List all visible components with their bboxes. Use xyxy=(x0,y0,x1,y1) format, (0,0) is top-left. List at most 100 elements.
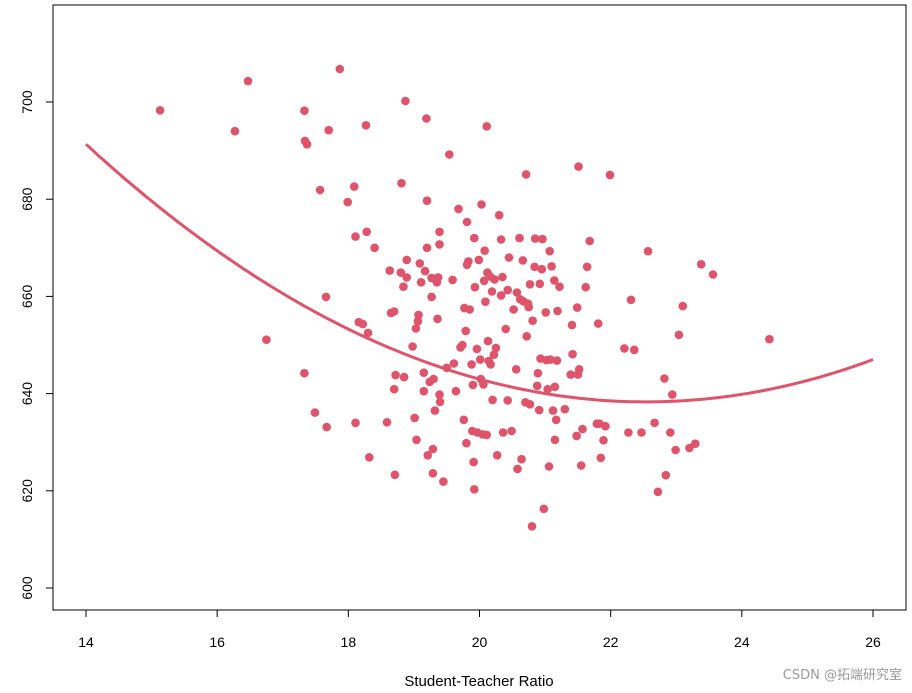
data-point xyxy=(479,276,489,286)
data-point xyxy=(435,390,444,399)
data-point xyxy=(351,232,360,241)
data-point xyxy=(427,292,436,302)
data-point xyxy=(351,418,360,428)
data-point xyxy=(668,390,677,399)
data-point xyxy=(445,150,454,159)
data-point xyxy=(661,470,671,480)
data-point xyxy=(660,374,669,383)
data-point xyxy=(507,426,516,436)
data-point xyxy=(637,428,646,437)
data-point xyxy=(576,461,586,470)
data-point xyxy=(430,406,440,415)
data-point xyxy=(560,404,570,414)
data-point xyxy=(513,464,522,474)
data-point xyxy=(489,350,499,360)
data-point xyxy=(435,240,444,249)
data-point xyxy=(477,200,486,209)
data-point xyxy=(581,282,590,292)
data-point xyxy=(503,285,512,295)
data-point xyxy=(428,469,438,478)
data-point xyxy=(410,413,419,423)
data-point xyxy=(527,522,537,531)
data-point xyxy=(534,405,544,415)
x-axis: 14 16 18 20 22 24 26 xyxy=(78,609,881,650)
data-point xyxy=(498,428,508,437)
data-point xyxy=(533,368,543,378)
data-point xyxy=(448,275,457,285)
data-point xyxy=(555,282,564,292)
data-point xyxy=(678,301,688,311)
data-point xyxy=(599,436,608,445)
data-point xyxy=(451,386,461,396)
y-tick-label: 600 xyxy=(19,576,35,600)
data-point xyxy=(538,234,547,244)
points-layer xyxy=(155,64,774,531)
data-point xyxy=(482,122,492,131)
data-point xyxy=(465,305,475,314)
data-point xyxy=(475,355,485,364)
y-tick-label: 700 xyxy=(19,90,35,114)
data-point xyxy=(528,316,537,326)
data-point xyxy=(422,114,431,123)
data-point xyxy=(482,430,492,440)
data-point xyxy=(567,320,577,330)
data-point xyxy=(365,453,374,462)
data-point xyxy=(568,349,577,359)
data-point xyxy=(454,204,463,214)
data-point xyxy=(620,344,629,353)
data-point xyxy=(420,266,430,276)
data-point xyxy=(429,374,438,384)
data-point xyxy=(408,342,417,351)
data-point xyxy=(650,418,659,428)
data-point xyxy=(511,365,521,374)
data-point xyxy=(422,243,432,253)
data-point xyxy=(541,308,550,317)
data-point xyxy=(487,287,497,296)
y-axis: 600 620 640 660 680 700 xyxy=(19,90,54,600)
data-point xyxy=(315,185,325,195)
data-point xyxy=(626,295,636,305)
data-point xyxy=(653,487,663,497)
data-point xyxy=(363,328,373,338)
data-point xyxy=(423,451,433,460)
data-point xyxy=(522,332,531,341)
data-point xyxy=(361,121,371,130)
data-point xyxy=(552,356,562,365)
data-point xyxy=(509,305,518,314)
data-point xyxy=(551,415,561,425)
data-point xyxy=(300,106,309,115)
data-point xyxy=(467,360,476,369)
data-point xyxy=(544,462,554,471)
data-point xyxy=(416,278,426,287)
data-point xyxy=(343,197,353,207)
data-point xyxy=(419,386,429,396)
data-point xyxy=(512,288,522,297)
data-point xyxy=(708,270,718,279)
data-point xyxy=(462,217,472,227)
data-point xyxy=(501,324,511,334)
data-point xyxy=(535,279,545,289)
data-point xyxy=(532,381,542,391)
data-point xyxy=(566,370,575,379)
data-point xyxy=(302,140,312,149)
data-point xyxy=(486,360,495,369)
data-point xyxy=(472,344,482,354)
data-point xyxy=(543,384,552,394)
data-point xyxy=(671,445,680,455)
data-point xyxy=(553,306,562,316)
data-point xyxy=(415,259,425,268)
data-point xyxy=(335,64,345,74)
x-tick-label: 20 xyxy=(472,634,488,650)
data-point xyxy=(593,319,603,328)
y-tick-label: 620 xyxy=(19,479,35,503)
data-point xyxy=(483,336,493,346)
data-point xyxy=(155,106,165,115)
data-point xyxy=(666,428,675,437)
data-point xyxy=(550,382,560,392)
data-point xyxy=(550,276,559,285)
x-tick-label: 24 xyxy=(734,634,750,650)
data-point xyxy=(362,227,372,237)
data-point xyxy=(413,316,423,326)
data-point xyxy=(530,234,540,243)
data-point xyxy=(539,504,549,514)
